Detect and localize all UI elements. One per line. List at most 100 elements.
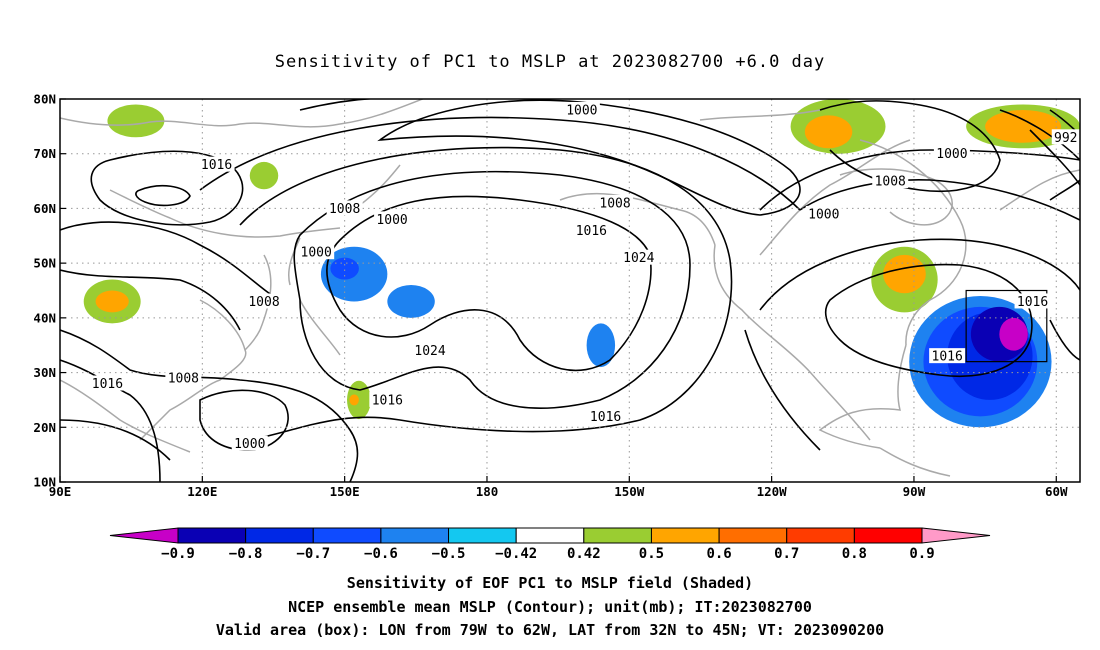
contour-label: 1016 <box>201 158 232 173</box>
colorbar-swatch <box>650 527 720 544</box>
contour-label-bg <box>1014 293 1051 309</box>
contour-label: 1008 <box>168 372 199 387</box>
y-tick-label: 80N <box>33 92 56 107</box>
contour-label-bg <box>929 348 966 364</box>
contour-label: 1024 <box>414 344 445 359</box>
contour-label-bg <box>597 194 634 210</box>
colorbar-label: 0.5 <box>639 546 664 562</box>
caption-line-2: NCEP ensemble mean MSLP (Contour); unit(… <box>288 598 812 616</box>
x-tick-label: 90W <box>903 484 926 499</box>
colorbar-swatch <box>583 527 652 544</box>
colorbar-label: 0.9 <box>909 546 934 562</box>
y-tick-label: 60N <box>33 201 56 216</box>
shaded-region-14 <box>387 285 435 318</box>
colorbar-low-extend <box>109 527 179 544</box>
colorbar-label: 0.8 <box>842 546 867 562</box>
colorbar-swatch <box>448 527 517 544</box>
shaded-region-2 <box>95 290 129 313</box>
caption-line-1: Sensitivity of EOF PC1 to MSLP field (Sh… <box>347 574 753 592</box>
y-tick-label: 40N <box>33 310 56 325</box>
contour-label: 992 <box>1054 131 1077 146</box>
colorbar-label: −0.7 <box>296 546 330 562</box>
contour-label: 1016 <box>1017 295 1048 310</box>
contour-label-bg <box>933 145 970 161</box>
contour-label-bg <box>326 200 363 216</box>
contour-label-bg <box>620 249 657 265</box>
contour-label-bg <box>369 391 406 407</box>
x-tick-label: 120W <box>757 484 788 499</box>
contour-label: 1008 <box>875 175 906 190</box>
contour-label: 1000 <box>234 437 265 452</box>
contour-label-bg <box>231 435 268 451</box>
x-tick-label: 180 <box>476 484 499 499</box>
contour-label-bg <box>89 375 126 391</box>
colorbar-label: −0.42 <box>495 546 537 562</box>
x-tick-label: 120E <box>187 484 217 499</box>
x-tick-label: 150E <box>330 484 360 499</box>
caption-line-3: Valid area (box): LON from 79W to 62W, L… <box>216 621 884 639</box>
contour-label: 1016 <box>932 350 963 365</box>
colorbar-label: −0.8 <box>229 546 263 562</box>
y-tick-label: 30N <box>33 365 56 380</box>
contour-label: 1016 <box>590 410 621 425</box>
shaded-region-4 <box>347 380 371 420</box>
colorbar-label: −0.6 <box>364 546 398 562</box>
contour-label: 1024 <box>623 251 654 266</box>
lat-lon-grid <box>60 99 1080 482</box>
colorbar-high-extend <box>921 527 991 544</box>
contour-label-bg <box>246 293 282 309</box>
contour-labels: 1000 1016 1008 1000 1008 1016 1000 1024 1008 1024… <box>89 101 1080 452</box>
colorbar-label: 0.6 <box>706 546 731 562</box>
map-plot-area: 1000 1016 1008 1000 1008 1016 1000 1024 1008 1024… <box>59 98 1081 483</box>
contour-label-bg <box>1051 129 1080 145</box>
colorbar-label: −0.5 <box>432 546 466 562</box>
contour-label: 1016 <box>372 393 403 408</box>
colorbar-swatch <box>718 527 788 544</box>
contour-label-bg <box>165 370 202 386</box>
contour-label: 1000 <box>301 246 332 261</box>
y-tick-label: 70N <box>33 146 56 161</box>
shaded-region-7 <box>804 115 853 149</box>
contour-label: 1008 <box>248 295 279 310</box>
y-tick-label: 20N <box>33 420 56 435</box>
shaded-region-15 <box>586 323 616 368</box>
contour-label-bg <box>198 156 235 172</box>
contour-label: 1016 <box>92 377 123 392</box>
shaded-region-3 <box>249 161 279 190</box>
contour-label: 1016 <box>576 224 607 239</box>
colorbar-label: 0.42 <box>567 546 601 562</box>
shaded-region-11 <box>883 254 926 294</box>
x-axis: 90E 120E 150E 180 150W 120W 90W 60W <box>49 476 1068 499</box>
colorbar-swatch <box>380 527 450 544</box>
colorbar-label: 0.7 <box>774 546 799 562</box>
contour-label-bg <box>412 342 449 358</box>
colorbar-swatch <box>786 527 855 544</box>
contour-label: 1000 <box>566 103 597 118</box>
x-tick-label: 90E <box>49 484 72 499</box>
contour-label: 1008 <box>599 196 630 211</box>
shaded-region-5 <box>349 394 359 406</box>
contour-label: 1008 <box>329 202 360 217</box>
chart-title: Sensitivity of PC1 to MSLP at 2023082700… <box>275 52 826 72</box>
contour-label-bg <box>563 101 600 117</box>
y-tick-label: 50N <box>33 256 56 271</box>
contour-label-bg <box>298 244 335 260</box>
colorbar-label: −0.9 <box>161 546 195 562</box>
colorbar-swatch <box>515 527 585 544</box>
shaded-region-9 <box>985 109 1062 143</box>
colorbar-swatch <box>853 527 923 544</box>
shaded-region-0 <box>107 104 165 138</box>
colorbar-swatch <box>245 527 314 544</box>
coastlines <box>60 99 1080 477</box>
map-frame <box>59 98 1081 483</box>
contour-label-bg <box>805 205 842 221</box>
sensitivity-shading <box>83 99 1080 428</box>
contour-label: 1000 <box>808 207 839 222</box>
y-axis: 10N 20N 30N 40N 50N 60N 70N 80N <box>33 92 66 490</box>
colorbar-swatch <box>312 527 382 544</box>
contour-label: 1000 <box>936 147 967 162</box>
valid-area-box <box>965 289 1048 363</box>
contour-label-bg <box>374 211 411 227</box>
y-tick-label: 10N <box>33 475 56 490</box>
